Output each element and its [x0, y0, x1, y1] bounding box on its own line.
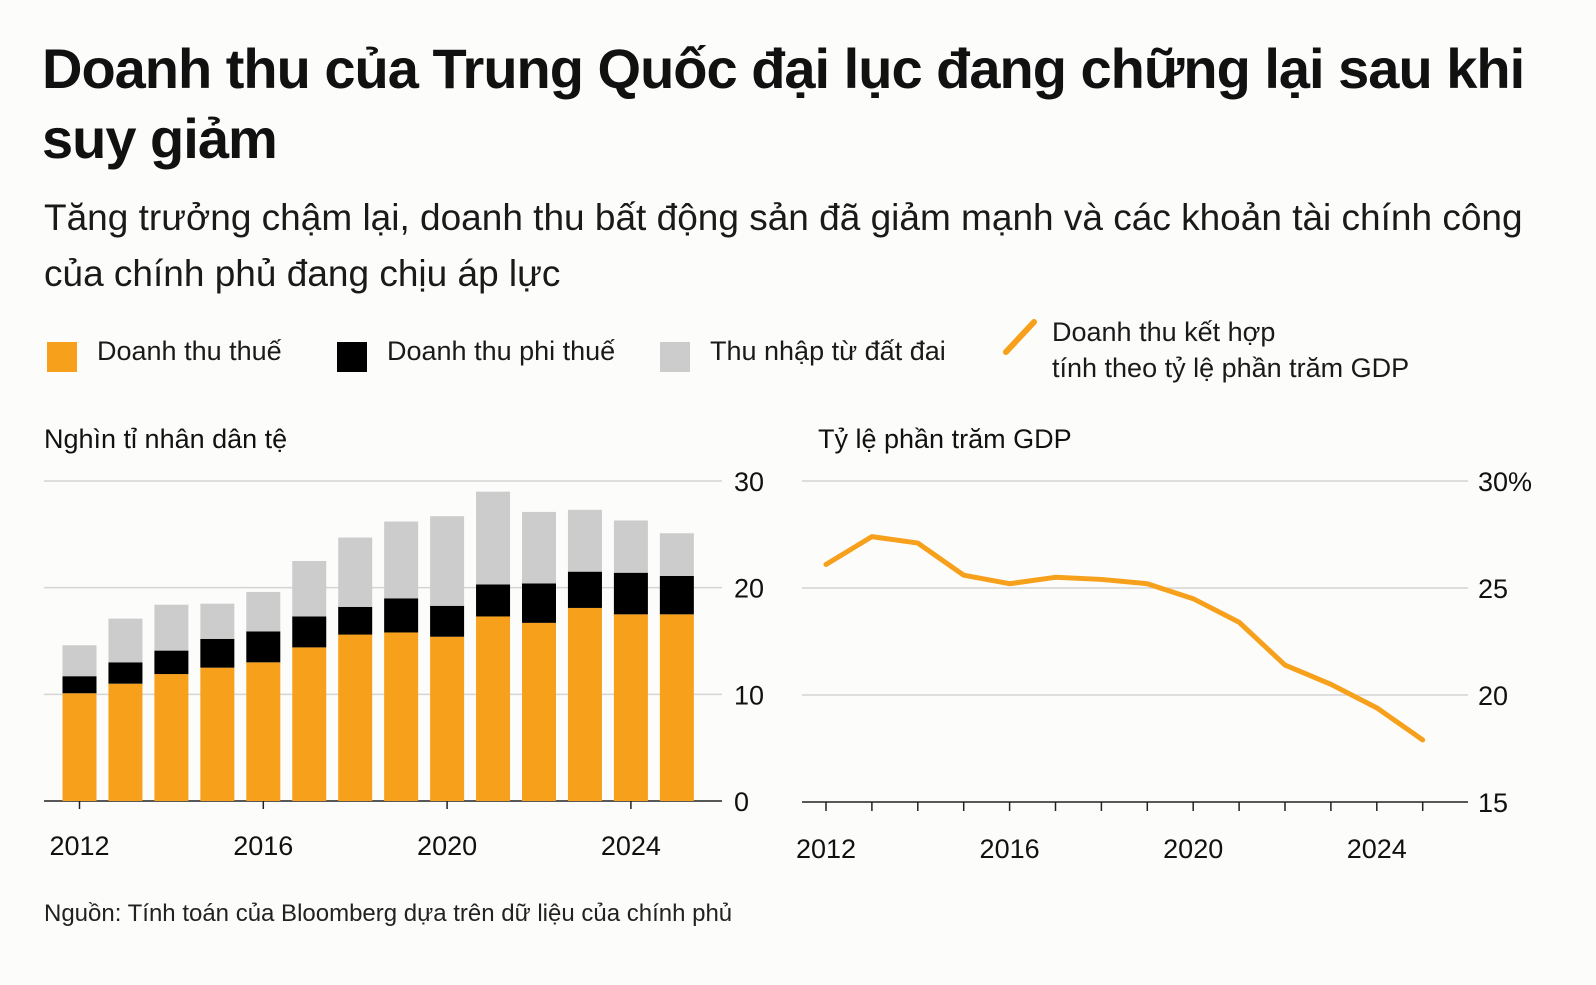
bar-segment	[108, 662, 143, 684]
legend-land: Thu nhập từ đất đai	[660, 336, 946, 372]
bar-segment	[659, 575, 694, 615]
bar-segment	[200, 667, 235, 801]
legend-land-swatch	[660, 342, 690, 372]
bar-segment	[476, 616, 511, 801]
bar-chart-xtick-label: 2024	[601, 831, 661, 861]
bar-segment	[567, 571, 602, 608]
bar-segment	[292, 647, 327, 801]
legend-nontax-swatch	[337, 342, 367, 372]
bar-segment	[246, 631, 281, 663]
legend-line-label-1: Doanh thu kết hợp	[1052, 317, 1276, 347]
bar-segment	[567, 607, 602, 801]
source-note: Nguồn: Tính toán của Bloomberg dựa trên …	[44, 900, 733, 927]
bar-segment	[384, 632, 419, 801]
legend-line-swatch	[1003, 319, 1037, 355]
bar-segment	[384, 521, 419, 599]
legend-tax-label: Doanh thu thuế	[97, 336, 282, 366]
bar-chart-ytick-label: 0	[734, 787, 749, 817]
bar-segment	[108, 683, 143, 801]
bar-segment	[522, 622, 556, 801]
bar-segment	[154, 604, 189, 651]
bar-chart-xtick-label: 2020	[417, 831, 477, 861]
legend-land-label: Thu nhập từ đất đai	[710, 336, 946, 366]
bar-segment	[200, 603, 235, 639]
bar-segment	[246, 662, 281, 801]
line-chart-xtick-label: 2024	[1347, 834, 1407, 864]
bar-chart-ytick-label: 10	[734, 680, 764, 710]
bar-segment	[292, 561, 327, 617]
line-chart-xtick-label: 2020	[1163, 834, 1223, 864]
bar-segment	[476, 491, 511, 585]
bar-segment	[292, 616, 327, 648]
bar-segment	[613, 520, 648, 573]
bar-segment	[108, 618, 143, 663]
bar-segment	[338, 634, 373, 801]
bar-chart-ytick-label: 30	[734, 467, 764, 497]
bar-segment	[567, 509, 602, 572]
legend-line-text: Doanh thu kết hợp tính theo tỷ lệ phần t…	[1052, 314, 1409, 386]
line-chart-xtick-label: 2016	[980, 834, 1040, 864]
bar-segment	[62, 676, 97, 694]
bar-chart-xtick-label: 2012	[49, 831, 109, 861]
right-panel-unit-label: Tỷ lệ phần trăm GDP	[818, 424, 1072, 454]
line-chart-ytick-label: 20	[1478, 681, 1508, 711]
bar-segment	[430, 605, 465, 637]
legend-nontax-label: Doanh thu phi thuế	[387, 336, 616, 366]
chart-title: Doanh thu của Trung Quốc đại lục đang ch…	[42, 37, 1525, 170]
bar-segment	[338, 537, 373, 607]
bar-segment	[430, 516, 465, 606]
line-chart-xtick-label: 2012	[796, 834, 856, 864]
bar-segment	[384, 598, 419, 633]
bar-segment	[659, 533, 694, 576]
line-chart-ytick-label: 25	[1478, 574, 1508, 604]
line-series-combined-revenue	[823, 534, 1426, 743]
bar-segment	[154, 674, 189, 801]
chart-subtitle: Tăng trưởng chậm lại, doanh thu bất động…	[44, 197, 1523, 294]
bar-segment	[522, 583, 556, 623]
legend-line: Doanh thu kết hợp tính theo tỷ lệ phần t…	[1000, 314, 1409, 386]
bar-chart-xtick-label: 2016	[233, 831, 293, 861]
bar-segment	[62, 693, 97, 801]
bar-segment	[338, 606, 373, 635]
bar-chart-ytick-label: 20	[734, 574, 764, 604]
bar-segment	[613, 614, 648, 801]
legend-line-label-2: tính theo tỷ lệ phần trăm GDP	[1052, 353, 1410, 383]
bar-segment	[522, 511, 556, 584]
bar-segment	[659, 614, 694, 801]
left-panel-unit-label: Nghìn tỉ nhân dân tệ	[44, 424, 288, 454]
line-chart-ytick-label: 30%	[1478, 467, 1532, 497]
legend-tax: Doanh thu thuế	[47, 336, 282, 372]
bar-segment	[430, 636, 465, 801]
bar-segment	[62, 645, 97, 677]
legend-tax-swatch	[47, 342, 77, 372]
line-chart-ytick-label: 15	[1478, 788, 1508, 818]
bar-segment	[154, 650, 189, 675]
bar-segment	[246, 591, 281, 632]
bar-segment	[613, 572, 648, 615]
legend-nontax: Doanh thu phi thuế	[337, 336, 615, 372]
bar-segment	[200, 638, 235, 668]
bar-segment	[476, 584, 511, 617]
